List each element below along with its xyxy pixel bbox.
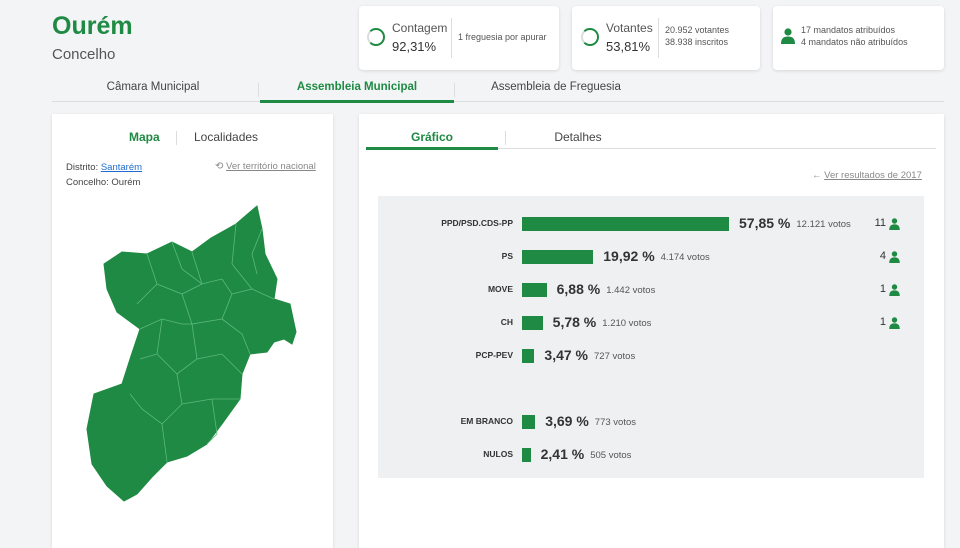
votantes-card: Votantes 53,81% 20.952 votantes 38.938 i… [572,6,760,70]
bar-votes: 1.442 votos [606,285,656,296]
contagem-label: Contagem [392,21,448,35]
tab-divider [176,131,177,145]
distrito-link[interactable]: Santarém [100,162,143,173]
inscritos-count: 38.938 inscritos [665,37,729,47]
bar [522,448,531,462]
bar [522,316,543,330]
bar-votes: 505 votos [590,450,632,461]
contagem-note: 1 freguesia por apurar [458,32,547,42]
seat-count: 1 [879,316,886,328]
bar-percentage: 2,41 % [540,446,585,462]
person-icon [889,284,900,296]
distrito-label: Distrito: [66,162,99,173]
prev-results-link[interactable]: Ver resultados de 2017 [824,170,922,181]
bar-label: NULOS [483,449,513,459]
bar [522,349,535,363]
bar-votes: 1.210 votos [602,318,652,329]
tab-camara-municipal[interactable]: Câmara Municipal [106,81,200,93]
bar-percentage: 6,88 % [556,281,601,297]
prev-results-link-wrap[interactable]: ← Ver resultados de 2017 [812,170,922,181]
active-tab-indicator [366,147,498,150]
map-panel: Mapa Localidades Distrito: Santarém Conc… [52,114,333,548]
progress-ring-icon [367,28,385,46]
bar-votes: 12.121 votos [796,219,851,230]
bar-label: PCP-PEV [475,350,513,360]
history-icon: ⟲ [215,161,224,172]
bar [522,250,594,264]
seat-count: 1 [879,283,886,295]
divider [658,18,659,58]
person-icon [889,218,900,230]
mandatos-card: 17 mandatos atribuídos 4 mandatos não at… [773,6,944,70]
tab-detalhes[interactable]: Detalhes [554,130,602,144]
arrow-left-icon: ← [812,170,822,181]
tabs-baseline [366,148,936,149]
tab-mapa[interactable]: Mapa [129,130,160,144]
page-subtitle: Concelho [52,46,116,63]
bar-percentage: 3,69 % [545,413,589,429]
bar-label: MOVE [487,284,513,294]
bar-votes: 4.174 votos [660,252,710,263]
territory-link[interactable]: Ver território nacional [226,161,316,172]
tab-divider [454,83,455,97]
contagem-card: Contagem 92,31% 1 freguesia por apurar [359,6,559,70]
concelho-value: Ourém [111,177,141,188]
tab-divider [258,83,259,97]
bar [522,283,547,297]
votantes-label: Votantes [606,21,653,35]
bar-percentage: 57,85 % [739,215,791,231]
bar-percentage: 3,47 % [544,347,588,363]
divider [451,18,452,58]
bar-label: PS [501,251,513,261]
votantes-value: 53,81% [606,39,651,54]
mandatos-nao-atribuidos: 4 mandatos não atribuídos [801,37,908,47]
concelho-label: Concelho: [66,177,109,188]
progress-ring-icon [581,28,599,46]
bar-label: EM BRANCO [460,416,513,426]
page-title: Ourém [52,12,133,40]
bar-label: PPD/PSD.CDS-PP [441,218,513,228]
bar-label: CH [500,317,513,327]
results-bar-chart: PPD/PSD.CDS-PP 57,85 % 12.121 votos 11 PS 19,… [378,196,924,478]
bar [522,415,536,429]
bar-percentage: 5,78 % [552,314,597,330]
bar-percentage: 19,92 % [603,248,655,264]
bar [522,217,729,231]
tab-assembleia-municipal[interactable]: Assembleia Municipal [296,81,418,93]
active-tab-indicator [260,100,454,103]
bar-votes: 773 votos [594,417,636,428]
person-icon [781,28,795,44]
mandatos-atribuidos: 17 mandatos atribuídos [801,25,896,35]
distrito-info: Distrito: Santarém [66,162,142,173]
person-icon [889,251,900,263]
concelho-info: Concelho: Ourém [66,177,140,188]
bar-votes: 727 votos [594,351,636,362]
tab-grafico[interactable]: Gráfico [410,130,453,144]
territory-link-wrap[interactable]: ⟲ Ver território nacional [215,161,316,172]
tab-divider [505,131,506,145]
municipality-map[interactable] [52,194,333,514]
person-icon [889,317,900,329]
tab-assembleia-freguesia[interactable]: Assembleia de Freguesia [491,81,621,93]
election-tabs: Câmara Municipal Assembleia Municipal As… [52,78,944,103]
seat-count: 4 [879,250,886,262]
contagem-value: 92,31% [392,39,437,54]
votantes-count: 20.952 votantes [665,25,730,35]
seat-count: 11 [874,217,886,229]
tab-localidades[interactable]: Localidades [194,130,259,144]
